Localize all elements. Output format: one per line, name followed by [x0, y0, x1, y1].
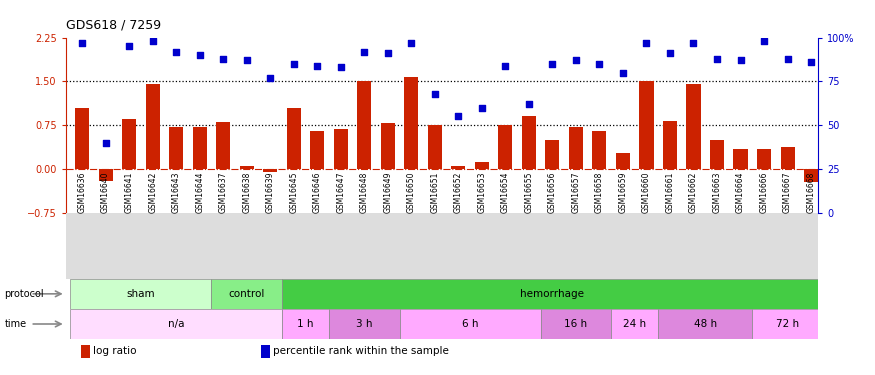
Text: hemorrhage: hemorrhage — [521, 289, 584, 299]
Bar — [80, 345, 90, 358]
Point — [663, 50, 677, 56]
Point — [169, 48, 183, 54]
Point — [192, 52, 206, 58]
Text: sham: sham — [127, 289, 155, 299]
Bar — [333, 129, 348, 169]
Text: protocol: protocol — [4, 289, 44, 299]
Bar — [752, 309, 822, 339]
Point — [616, 70, 630, 76]
Point — [240, 57, 254, 63]
Bar — [287, 108, 301, 169]
Text: control: control — [228, 289, 265, 299]
Text: 1 h: 1 h — [298, 319, 314, 329]
Bar — [75, 108, 89, 169]
Point — [592, 61, 606, 67]
Bar — [592, 131, 606, 169]
Point — [404, 40, 418, 46]
Bar — [329, 309, 400, 339]
Point — [311, 63, 325, 69]
Point — [452, 114, 466, 120]
Bar — [541, 309, 611, 339]
Point — [75, 40, 89, 46]
Text: 24 h: 24 h — [623, 319, 647, 329]
Bar — [282, 309, 329, 339]
Point — [522, 101, 536, 107]
Text: n/a: n/a — [168, 319, 185, 329]
Point — [287, 61, 301, 67]
Point — [475, 105, 489, 111]
Bar — [262, 345, 270, 358]
Bar — [710, 140, 724, 169]
Text: 72 h: 72 h — [776, 319, 799, 329]
Point — [381, 50, 395, 56]
Point — [123, 43, 136, 49]
Bar — [263, 169, 277, 172]
Text: 16 h: 16 h — [564, 319, 587, 329]
Bar — [192, 127, 206, 169]
Bar — [70, 279, 212, 309]
Bar — [616, 153, 630, 169]
Bar — [282, 279, 822, 309]
Point — [499, 63, 513, 69]
Text: log ratio: log ratio — [93, 346, 136, 356]
Bar — [169, 127, 183, 169]
Bar — [804, 169, 818, 182]
Bar — [99, 169, 113, 181]
Bar — [311, 131, 325, 169]
Bar — [216, 122, 230, 169]
Bar — [757, 148, 771, 169]
Bar — [70, 309, 282, 339]
Bar — [522, 117, 536, 169]
Point — [428, 91, 442, 97]
Bar — [545, 140, 559, 169]
Bar — [212, 279, 282, 309]
Point — [545, 61, 559, 67]
Bar — [640, 81, 654, 169]
Bar — [687, 84, 701, 169]
Point — [357, 48, 371, 54]
Bar — [404, 76, 418, 169]
Bar — [663, 121, 677, 169]
Bar — [733, 148, 747, 169]
Bar — [123, 119, 136, 169]
Point — [333, 64, 347, 70]
Point — [710, 56, 724, 62]
Bar — [381, 123, 395, 169]
Bar — [658, 309, 752, 339]
Point — [569, 57, 583, 63]
Point — [780, 56, 794, 62]
Bar — [569, 127, 583, 169]
Bar — [475, 162, 489, 169]
Text: time: time — [4, 319, 26, 329]
Bar — [428, 125, 442, 169]
Bar — [357, 81, 371, 169]
Point — [99, 140, 113, 146]
Point — [145, 38, 159, 44]
Point — [216, 56, 230, 62]
Text: 3 h: 3 h — [356, 319, 373, 329]
Point — [804, 59, 818, 65]
Text: GDS618 / 7259: GDS618 / 7259 — [66, 19, 161, 32]
Text: percentile rank within the sample: percentile rank within the sample — [273, 346, 449, 356]
Bar — [240, 166, 254, 169]
Bar — [780, 147, 794, 169]
Point — [757, 38, 771, 44]
Point — [733, 57, 747, 63]
Bar — [611, 309, 658, 339]
Bar — [145, 84, 160, 169]
Point — [687, 40, 701, 46]
Text: 48 h: 48 h — [694, 319, 717, 329]
Point — [640, 40, 654, 46]
Text: 6 h: 6 h — [462, 319, 479, 329]
Point — [263, 75, 277, 81]
Bar — [499, 125, 513, 169]
Bar — [400, 309, 541, 339]
Bar — [452, 166, 466, 169]
